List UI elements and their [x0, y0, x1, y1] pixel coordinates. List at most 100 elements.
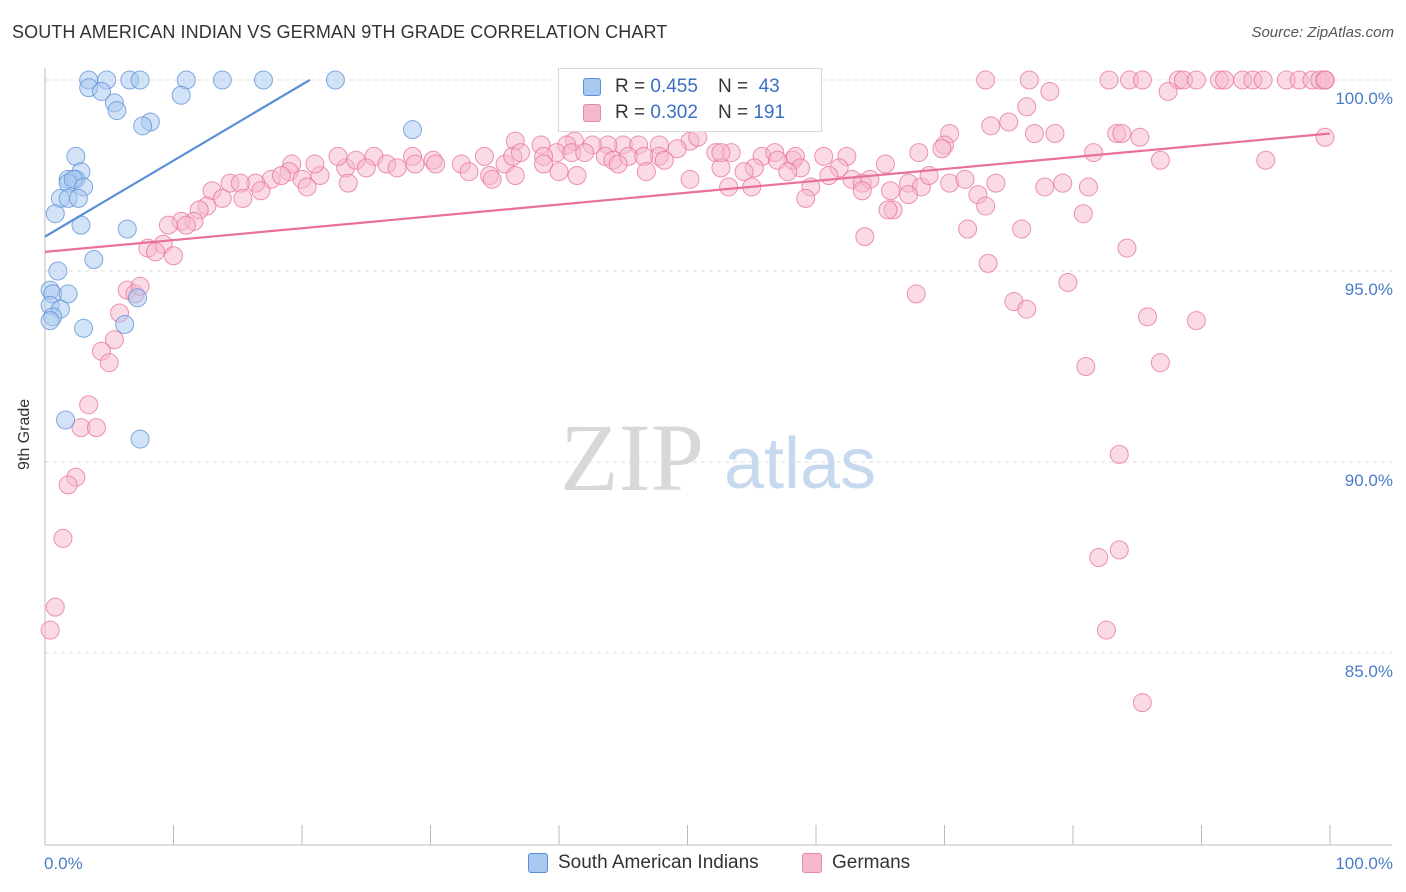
data-point-germans [1096, 620, 1116, 640]
data-point-germans [1035, 177, 1055, 197]
data-point-germans [474, 146, 494, 166]
legend-swatch-pink [583, 104, 601, 122]
data-point-germans [58, 475, 78, 495]
data-point-germans [976, 70, 996, 90]
data-point-germans [1315, 127, 1335, 147]
data-point-germans [909, 143, 929, 163]
data-point-germans [875, 154, 895, 174]
data-point-germans [534, 154, 554, 174]
data-point-south-american-indians [92, 81, 112, 101]
data-point-germans [158, 215, 178, 235]
data-point-south-american-indians [74, 318, 94, 338]
data-point-germans [1132, 70, 1152, 90]
data-point-south-american-indians [107, 101, 127, 121]
data-point-germans [164, 246, 183, 266]
data-point-germans [1138, 307, 1158, 327]
data-point-germans [654, 150, 674, 170]
data-point-south-american-indians [115, 314, 135, 334]
x-tick-label-left: 0.0% [44, 854, 83, 873]
legend-swatch-blue [583, 78, 601, 96]
data-point-south-american-indians [130, 429, 150, 449]
data-point-germans [734, 162, 754, 182]
watermark-zip: ZIP [560, 404, 704, 511]
y-tick-label: 95.0% [1345, 280, 1393, 299]
data-point-germans [233, 188, 253, 208]
data-point-germans [426, 154, 446, 174]
legend-n-value: 191 [753, 102, 786, 123]
data-point-germans [1084, 143, 1104, 163]
data-point-germans [667, 139, 687, 159]
data-point-germans [955, 169, 975, 189]
legend-item-germans[interactable]: Germans [802, 852, 910, 874]
data-point-germans [305, 154, 325, 174]
data-point-south-american-indians [58, 284, 78, 304]
data-point-germans [549, 162, 569, 182]
y-tick-label: 85.0% [1345, 662, 1393, 681]
trendline-germans [44, 132, 1331, 253]
stats-legend: R = 0.455 N = 43 R = 0.302 N = 191 [558, 68, 822, 132]
data-point-germans [778, 162, 798, 182]
data-point-south-american-indians [130, 70, 150, 90]
legend-r-value: 0.302 [650, 102, 698, 123]
data-point-germans [711, 143, 731, 163]
data-point-germans [1130, 127, 1150, 147]
data-point-south-american-indians [45, 204, 65, 224]
data-point-germans [575, 143, 595, 163]
data-point-germans [1053, 173, 1073, 193]
legend-swatch-blue [528, 853, 548, 873]
watermark-atlas: atlas [724, 424, 876, 504]
data-point-germans [79, 395, 99, 415]
data-point-germans [1058, 272, 1078, 292]
data-point-south-american-indians [212, 70, 232, 90]
data-point-south-american-indians [48, 261, 68, 281]
data-point-germans [878, 200, 898, 220]
data-point-germans [482, 169, 502, 189]
data-point-germans [505, 166, 525, 185]
x-tick-label-right: 100.0% [1335, 854, 1393, 873]
data-point-germans [328, 146, 348, 166]
data-point-germans [1256, 150, 1276, 170]
data-point-germans [567, 166, 587, 185]
data-point-germans [212, 188, 232, 208]
data-point-germans [1112, 123, 1132, 143]
data-point-germans [1024, 123, 1044, 143]
data-point-germans [1158, 81, 1178, 101]
data-point-germans [53, 528, 73, 548]
data-point-germans [1150, 353, 1170, 373]
data-point-germans [1186, 311, 1206, 331]
data-point-germans [608, 154, 628, 174]
data-point-south-american-indians [117, 219, 137, 239]
data-point-germans [1109, 444, 1129, 464]
data-point-germans [1089, 548, 1109, 567]
data-point-germans [1040, 81, 1060, 101]
legend-row-germans: R = 0.302 N = 191 [583, 100, 785, 126]
data-point-germans [1315, 70, 1335, 90]
legend-r-label: R = [615, 76, 646, 97]
data-point-germans [338, 173, 358, 193]
data-point-germans [1078, 177, 1098, 197]
data-point-germans [819, 166, 839, 185]
data-point-germans [1253, 70, 1273, 90]
y-tick-label: 90.0% [1345, 471, 1393, 490]
data-point-germans [1109, 540, 1129, 560]
data-point-germans [86, 418, 106, 438]
data-point-south-american-indians [40, 311, 60, 331]
data-point-germans [99, 353, 119, 373]
legend-swatch-pink [802, 853, 822, 873]
chart-title: SOUTH AMERICAN INDIAN VS GERMAN 9TH GRAD… [12, 22, 668, 42]
tick-labels: 85.0% 90.0% 95.0% 100.0% 0.0% 100.0% [44, 89, 1393, 873]
data-point-germans [986, 173, 1006, 193]
data-point-south-american-indians [84, 250, 104, 270]
data-point-germans [1045, 123, 1065, 143]
data-point-germans [899, 185, 919, 205]
data-point-south-american-indians [133, 116, 153, 136]
legend-item-south-american-indians[interactable]: South American Indians [528, 852, 759, 874]
data-point-germans [1150, 150, 1170, 170]
data-point-germans [1099, 70, 1119, 90]
data-point-germans [1017, 97, 1037, 117]
data-point-germans [719, 177, 739, 197]
data-point-south-american-indians [171, 85, 191, 105]
data-point-germans [1186, 70, 1206, 90]
data-point-germans [176, 215, 196, 235]
